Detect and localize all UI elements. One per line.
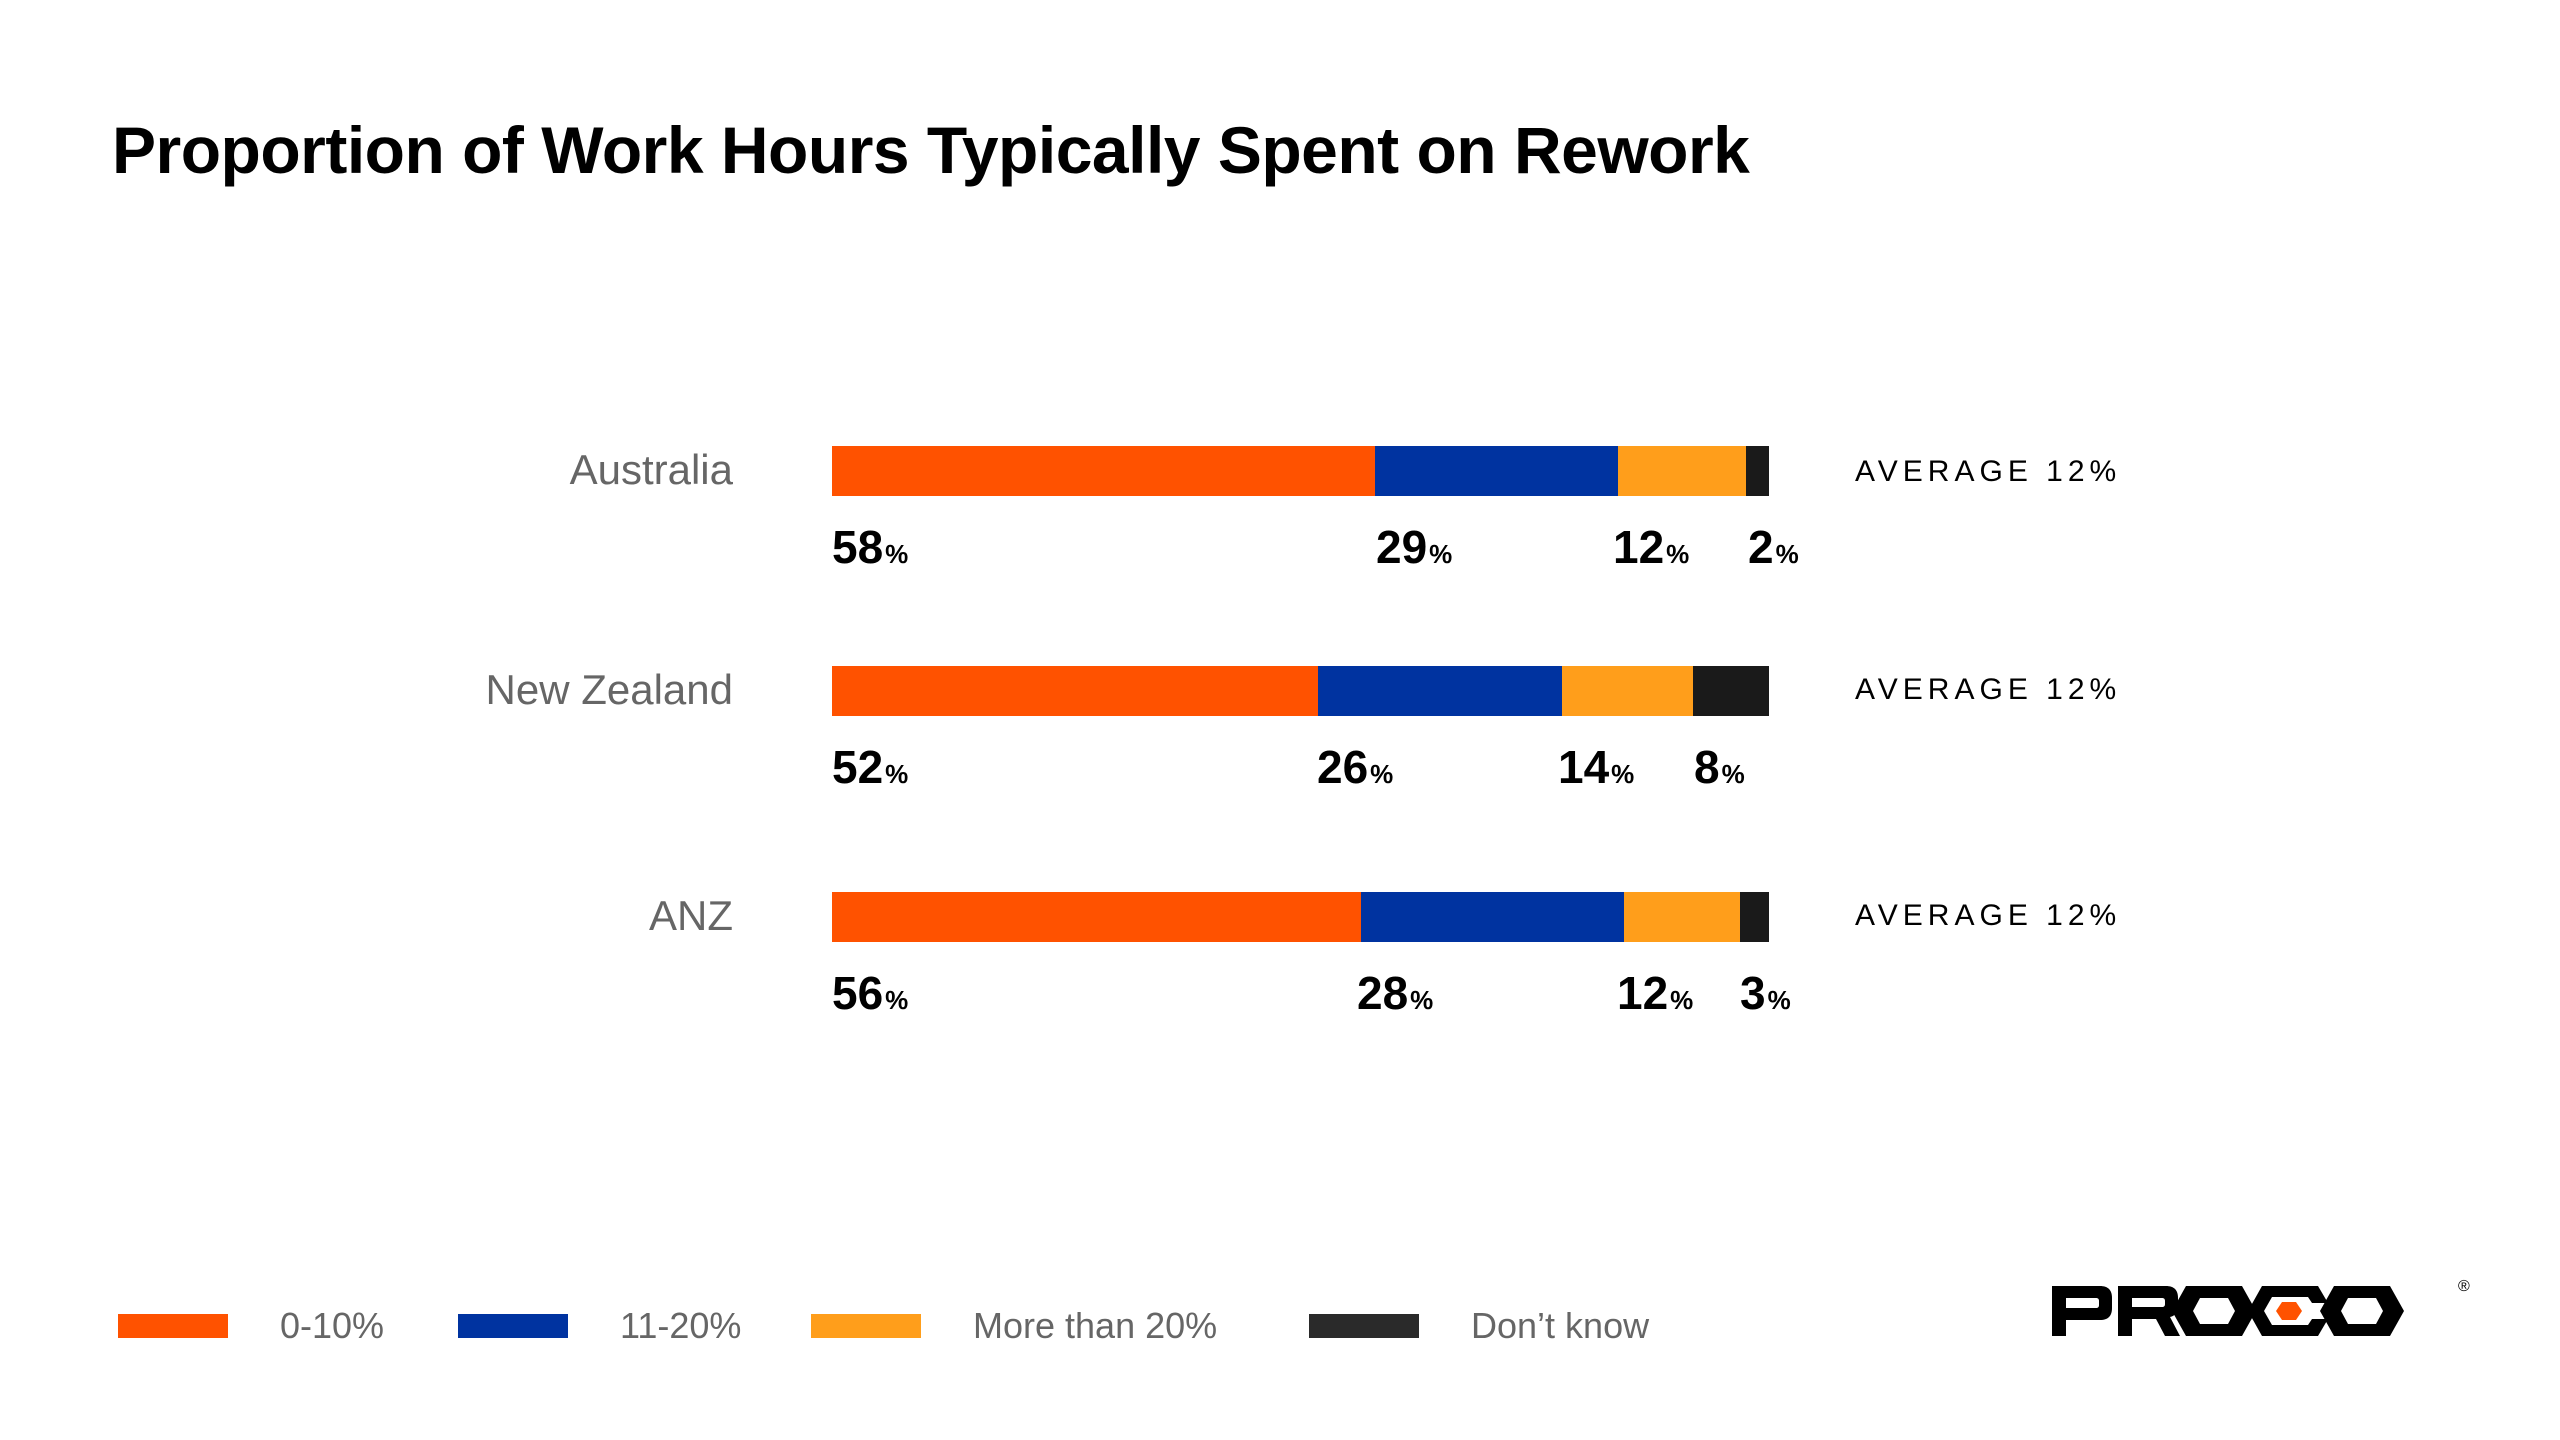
segment-11-20 xyxy=(1361,892,1624,942)
chart-title: Proportion of Work Hours Typically Spent… xyxy=(112,113,1750,187)
row-label-australia: Australia xyxy=(569,446,733,493)
procore-logo xyxy=(2050,1282,2470,1347)
legend-item-dont-know: Don’t know xyxy=(1309,1305,1649,1347)
segment-0-10 xyxy=(832,666,1319,716)
segment-0-10 xyxy=(832,446,1375,496)
segment-more-than-20 xyxy=(1561,666,1694,716)
legend: 0-10% 11-20% More than 20% Don’t know xyxy=(0,1305,1800,1347)
row-label-new-zealand: New Zealand xyxy=(485,666,733,713)
value-label: 28% xyxy=(1357,967,1434,1019)
value-label: 3% xyxy=(1740,967,1791,1019)
value-label: 12% xyxy=(1617,967,1694,1019)
segment-dont-know xyxy=(1739,892,1769,942)
orange-swatch-icon xyxy=(118,1314,228,1338)
bar-new-zealand xyxy=(832,666,1769,716)
segment-dont-know xyxy=(1693,666,1769,716)
average-label: AVERAGE 12% xyxy=(1855,455,2122,488)
bar-anz xyxy=(832,892,1769,942)
value-label: 14% xyxy=(1558,741,1635,793)
value-label: 52% xyxy=(832,741,909,793)
row-label-anz: ANZ xyxy=(649,892,733,939)
average-label: AVERAGE 12% xyxy=(1855,673,2122,706)
value-label: 58% xyxy=(832,521,909,573)
legend-item-more-than-20: More than 20% xyxy=(811,1305,1217,1347)
legend-item-0-10: 0-10% xyxy=(118,1305,384,1347)
procore-logo-icon xyxy=(2052,1286,2404,1336)
procore-logo-text: PROCORE ® xyxy=(2458,1278,2470,1295)
segment-0-10 xyxy=(832,892,1362,942)
segment-more-than-20 xyxy=(1618,446,1746,496)
segment-more-than-20 xyxy=(1623,892,1740,942)
value-label: 12% xyxy=(1613,521,1690,573)
legend-item-11-20: 11-20% xyxy=(458,1305,741,1347)
segment-11-20 xyxy=(1374,446,1619,496)
segment-dont-know xyxy=(1745,446,1769,496)
value-label: 56% xyxy=(832,967,909,1019)
amber-swatch-icon xyxy=(811,1314,921,1338)
value-label: 8% xyxy=(1694,741,1745,793)
bar-australia xyxy=(832,446,1769,496)
average-label: AVERAGE 12% xyxy=(1855,899,2122,932)
value-label: 2% xyxy=(1748,521,1799,573)
segment-11-20 xyxy=(1318,666,1562,716)
value-label: 26% xyxy=(1317,741,1394,793)
black-swatch-icon xyxy=(1309,1314,1419,1338)
value-label: 29% xyxy=(1376,521,1453,573)
blue-swatch-icon xyxy=(458,1314,568,1338)
